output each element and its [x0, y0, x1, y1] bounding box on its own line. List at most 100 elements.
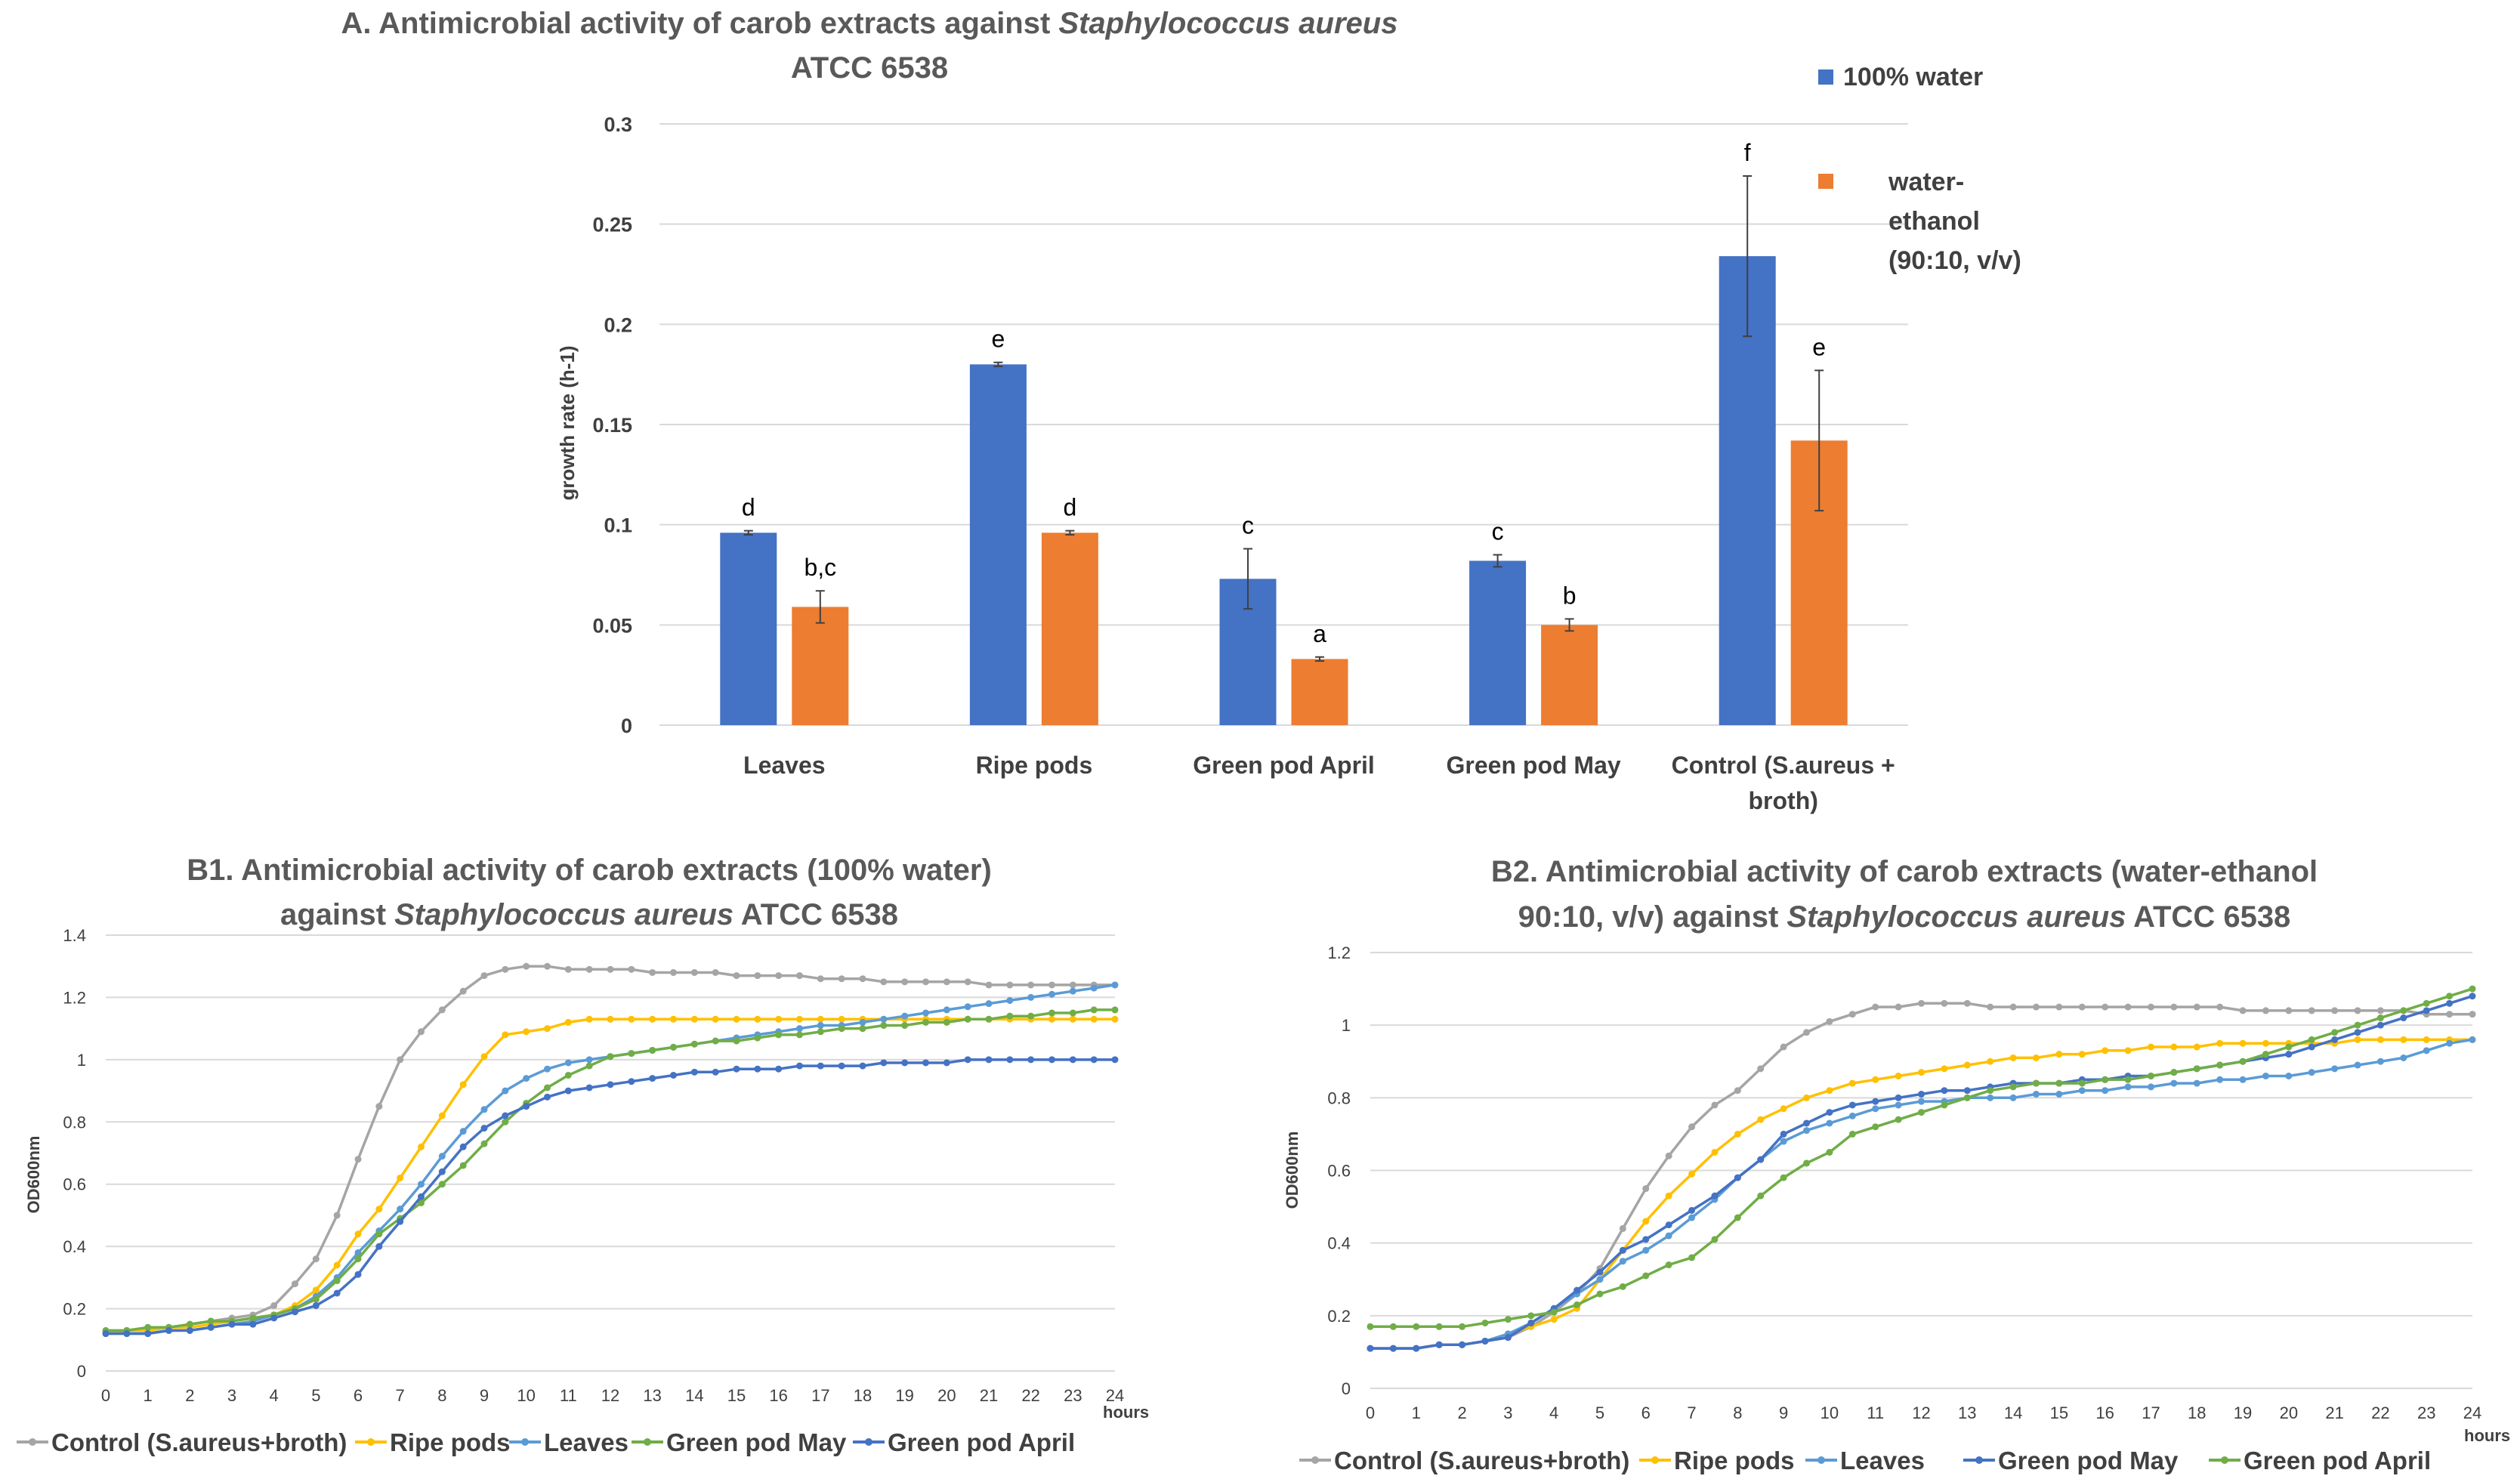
- data-point-control-s-aureus-broth: [397, 1056, 404, 1064]
- data-point-ripe-pods: [2009, 1054, 2017, 1061]
- x-tick-label: 19: [2234, 1403, 2252, 1422]
- data-point-green-pod-may: [312, 1295, 320, 1303]
- data-point-green-pod-may: [1757, 1156, 1765, 1163]
- data-point-leaves: [1090, 984, 1098, 992]
- x-tick-label: 12: [1912, 1403, 1930, 1422]
- data-point-ripe-pods: [1069, 1015, 1076, 1023]
- panel-a-category-labels: Leaves Ripe pods Green pod April Green pod …: [743, 752, 1895, 814]
- data-point-green-pod-april: [123, 1330, 131, 1338]
- data-point-control-s-aureus-broth: [375, 1103, 383, 1110]
- data-point-ripe-pods: [1780, 1105, 1787, 1113]
- data-point-control-s-aureus-broth: [1941, 999, 1948, 1007]
- data-point-leaves: [2400, 1054, 2407, 1061]
- x-tick-label: 11: [1867, 1403, 1884, 1422]
- x-tick-label: 3: [1503, 1403, 1512, 1422]
- data-point-leaves: [1048, 990, 1055, 998]
- x-tick-label: 8: [437, 1386, 446, 1405]
- panel-b2-title-line1: B2. Antimicrobial activity of carob extr…: [1491, 855, 2318, 888]
- panel-b1-title-pre: against: [280, 898, 394, 931]
- data-point-leaves: [1780, 1138, 1787, 1145]
- data-point-control-s-aureus-broth: [859, 975, 866, 983]
- series-line-green-pod-april: [106, 1058, 1115, 1335]
- data-point-green-pod-may: [1665, 1221, 1672, 1229]
- data-point-control-s-aureus-broth: [2147, 1003, 2154, 1011]
- data-point-control-s-aureus-broth: [544, 962, 551, 970]
- data-point-control-s-aureus-broth: [2239, 1007, 2247, 1014]
- data-point-green-pod-may: [859, 1025, 866, 1033]
- data-point-green-pod-may: [502, 1118, 509, 1125]
- x-tick-label: 24: [2463, 1403, 2481, 1422]
- legend-label-water-ethanol-line1: water-: [1888, 168, 1964, 196]
- data-point-green-pod-may: [2469, 993, 2476, 1000]
- data-point-ripe-pods: [375, 1206, 383, 1213]
- data-point-green-pod-april: [2032, 1079, 2040, 1087]
- x-tick-label: 13: [1958, 1403, 1976, 1422]
- data-point-green-pod-may: [607, 1053, 614, 1061]
- data-point-control-s-aureus-broth: [1688, 1123, 1696, 1131]
- data-point-leaves: [2216, 1076, 2224, 1083]
- data-point-ripe-pods: [1550, 1316, 1558, 1323]
- legend-marker-leaves: [1817, 1456, 1825, 1464]
- panel-b1-y-ticks: 0 0.2 0.4 0.6 0.8 1 1.2 1.4: [63, 926, 86, 1381]
- data-point-green-pod-april: [1111, 1056, 1119, 1064]
- data-point-green-pod-may: [1413, 1345, 1420, 1352]
- panel-a-title: A. Antimicrobial activity of carob extra…: [341, 7, 1398, 40]
- data-point-ripe-pods: [2124, 1047, 2132, 1054]
- data-point-green-pod-may: [1826, 1109, 1833, 1116]
- data-point-ripe-pods: [1941, 1065, 1948, 1073]
- data-point-control-s-aureus-broth: [2308, 1007, 2315, 1014]
- data-point-control-s-aureus-broth: [607, 965, 614, 973]
- data-point-control-s-aureus-broth: [312, 1255, 320, 1263]
- data-point-control-s-aureus-broth: [733, 972, 740, 980]
- data-point-ripe-pods: [397, 1174, 404, 1181]
- x-tick-label: 16: [2095, 1403, 2114, 1422]
- panel-b1-line-chart: B1. Antimicrobial activity of carob extr…: [17, 854, 1149, 1456]
- data-point-green-pod-april: [1027, 1056, 1035, 1064]
- data-point-control-s-aureus-broth: [690, 968, 698, 976]
- data-point-ripe-pods: [607, 1015, 614, 1023]
- data-point-green-pod-april: [2331, 1029, 2339, 1036]
- data-point-ripe-pods: [2102, 1047, 2109, 1054]
- data-point-ripe-pods: [2032, 1054, 2040, 1061]
- data-point-green-pod-april: [564, 1087, 572, 1095]
- data-point-control-s-aureus-broth: [2376, 1007, 2384, 1014]
- data-point-ripe-pods: [1918, 1069, 1925, 1076]
- data-point-leaves: [922, 1009, 929, 1017]
- legend-marker-leaves: [521, 1438, 529, 1446]
- data-point-ripe-pods: [1111, 1015, 1119, 1023]
- x-tick-label: 22: [2371, 1403, 2389, 1422]
- data-point-green-pod-april: [712, 1068, 719, 1076]
- data-point-green-pod-april: [1573, 1301, 1581, 1308]
- data-point-green-pod-april: [480, 1125, 488, 1132]
- data-point-green-pod-april: [2308, 1036, 2315, 1043]
- x-tick-label: 11: [560, 1386, 577, 1405]
- data-point-ripe-pods: [733, 1015, 740, 1023]
- bar-leaves-water-ethanol-90-10-v-v: [792, 607, 849, 725]
- data-point-green-pod-may: [375, 1230, 383, 1238]
- data-point-ripe-pods: [2170, 1043, 2178, 1051]
- data-point-leaves: [2354, 1061, 2361, 1069]
- panel-b2-title-post: ATCC 6538: [2126, 900, 2290, 934]
- data-point-leaves: [2239, 1076, 2247, 1083]
- data-point-green-pod-may: [1459, 1341, 1466, 1348]
- data-point-green-pod-april: [670, 1071, 677, 1079]
- category-label: Green pod April: [1193, 752, 1375, 779]
- data-point-green-pod-april: [2147, 1072, 2154, 1079]
- data-point-green-pod-april: [102, 1330, 110, 1338]
- data-point-ripe-pods: [2216, 1039, 2224, 1047]
- data-point-green-pod-april: [1006, 1056, 1014, 1064]
- series-line-ripe-pods: [1370, 1038, 2472, 1350]
- data-point-leaves: [964, 1003, 971, 1011]
- x-tick-label: 18: [854, 1386, 872, 1405]
- data-point-green-pod-april: [1413, 1323, 1420, 1330]
- data-point-control-s-aureus-broth: [1711, 1101, 1719, 1109]
- legend-label-100-water: 100% water: [1843, 63, 1983, 91]
- category-label: Control (S.aureus +: [1672, 752, 1895, 779]
- significance-letter: c: [1492, 517, 1504, 545]
- data-point-green-pod-april: [2055, 1079, 2063, 1087]
- data-point-leaves: [2469, 1036, 2476, 1043]
- data-point-green-pod-may: [2331, 1036, 2339, 1043]
- panel-a-legend: 100% water water- ethanol (90:10, v/v): [1818, 63, 2021, 275]
- data-point-green-pod-may: [354, 1255, 362, 1263]
